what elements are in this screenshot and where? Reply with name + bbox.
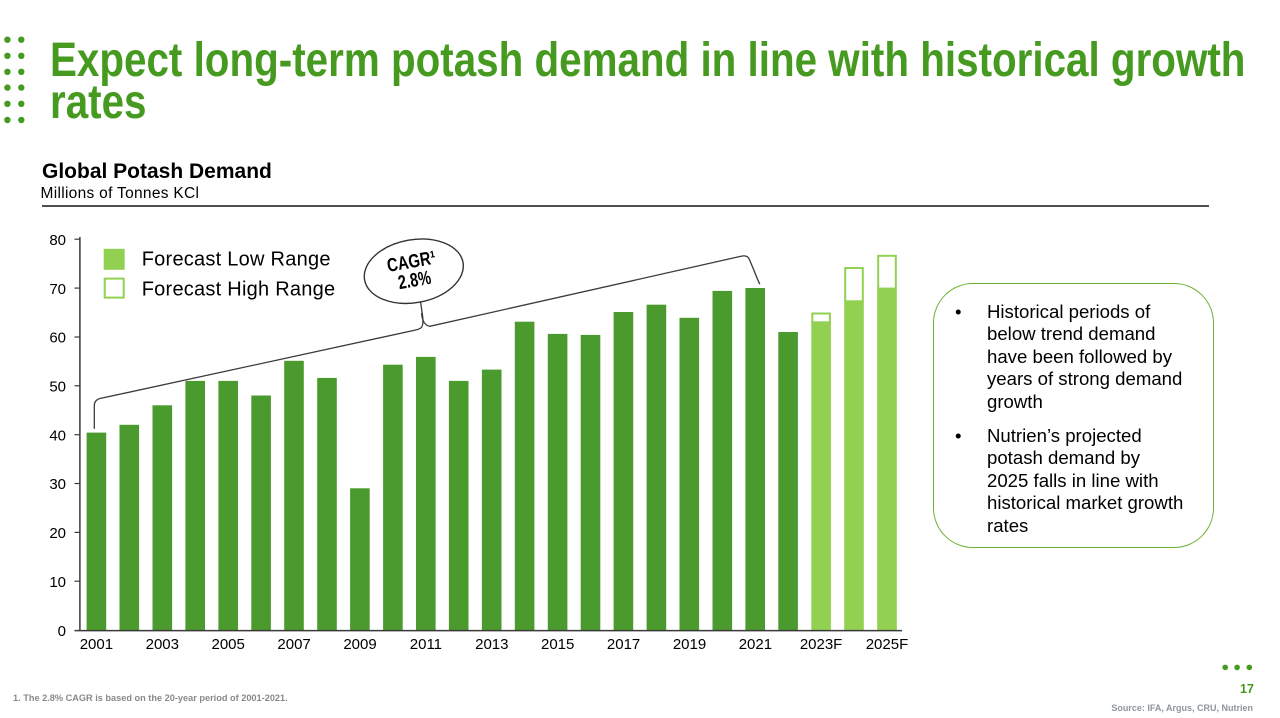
- svg-text:2005: 2005: [212, 636, 245, 653]
- svg-text:2015: 2015: [541, 636, 574, 653]
- svg-text:60: 60: [49, 330, 66, 347]
- svg-text:2007: 2007: [277, 636, 310, 653]
- svg-text:2013: 2013: [475, 636, 508, 653]
- svg-text:2009: 2009: [343, 636, 376, 653]
- svg-text:Forecast High Range: Forecast High Range: [142, 278, 336, 300]
- svg-text:40: 40: [49, 427, 66, 444]
- svg-text:2021: 2021: [739, 636, 772, 653]
- svg-text:50: 50: [49, 379, 66, 396]
- svg-text:2017: 2017: [607, 636, 640, 653]
- svg-text:2011: 2011: [410, 636, 442, 653]
- svg-text:80: 80: [49, 232, 66, 249]
- svg-text:30: 30: [49, 476, 66, 493]
- svg-text:2003: 2003: [146, 636, 179, 653]
- svg-text:10: 10: [49, 574, 66, 591]
- svg-text:2019: 2019: [673, 636, 706, 653]
- svg-text:20: 20: [49, 525, 66, 542]
- svg-text:2001: 2001: [80, 636, 113, 653]
- svg-text:Forecast Low Range: Forecast Low Range: [142, 249, 331, 271]
- svg-text:2025F: 2025F: [866, 636, 909, 653]
- svg-text:0: 0: [58, 623, 66, 640]
- svg-text:2023F: 2023F: [800, 636, 843, 653]
- svg-text:70: 70: [49, 281, 66, 298]
